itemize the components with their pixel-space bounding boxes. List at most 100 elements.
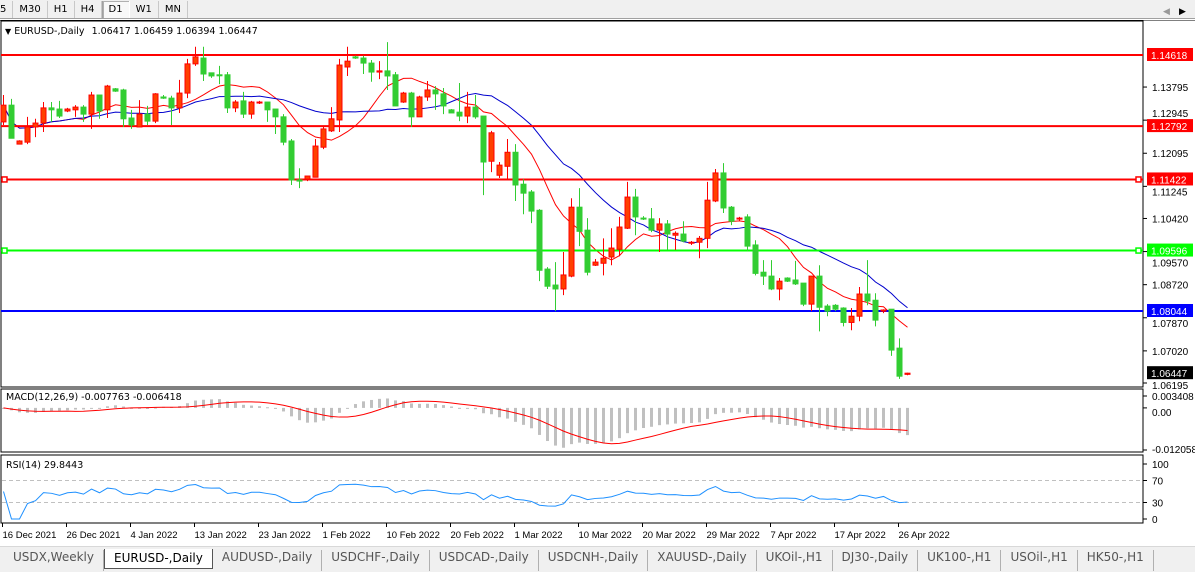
tab-eurusd-daily[interactable]: EURUSD-,Daily [104,549,213,569]
candle [496,162,503,178]
candle [800,282,807,307]
date-tick-label: 20 Mar 2022 [643,530,696,541]
candle [872,293,879,327]
tab-ukoil-h1[interactable]: UKOil-,H1 [757,550,833,571]
candle [48,102,55,122]
price-chart[interactable]: 1.13795 1.12945 1.12095 1.11245 1.10420 1.095… [0,20,1195,546]
tab-usdchf-daily[interactable]: USDCHF-,Daily [322,550,430,571]
timeframe-h1[interactable]: H1 [48,0,75,18]
macd-histogram-bar [482,407,485,414]
macd-histogram-bar [506,407,509,419]
date-tick-label: 1 Mar 2022 [515,530,563,541]
candle-body [800,282,807,305]
candle-body [688,241,695,244]
timeframe-5[interactable]: 5 [0,0,14,18]
candle-body [752,244,759,274]
tab-scroll-right-icon[interactable]: ▶ [1179,7,1186,17]
macd-histogram-bar [514,407,517,422]
candle-body [144,113,151,122]
candle-body [88,94,95,115]
chart-menu-triangle-icon[interactable]: ▼ [5,27,12,36]
price-line-label: 1.12792 [1151,122,1188,133]
candle [904,372,911,376]
line-anchor-handle[interactable] [1135,247,1142,254]
candle-body [632,196,639,218]
price-tick-label: 1.09570 [1152,259,1189,270]
tab-hk50-h1[interactable]: HK50-,H1 [1078,550,1154,571]
macd-histogram-bar [330,407,333,419]
timeframe-w1[interactable]: W1 [130,0,159,18]
candle-body [64,108,71,112]
macd-histogram-bar [194,400,197,408]
candle [56,100,63,119]
macd-histogram-bar [98,407,101,409]
macd-histogram-bar [842,407,845,431]
candle-body [448,109,455,114]
tab-uk100-h1[interactable]: UK100-,H1 [918,550,1002,571]
candle [792,260,799,286]
macd-histogram-bar [34,407,37,413]
macd-histogram-bar [626,407,629,434]
candle [360,55,367,75]
line-anchor-handle[interactable] [1,247,8,254]
candle [456,82,463,122]
macd-histogram-bar [882,407,885,428]
line-anchor-handle[interactable] [1135,176,1142,183]
timeframe-h4[interactable]: H4 [75,0,102,18]
macd-histogram-bar [370,399,373,408]
timeframe-d1[interactable]: D1 [101,0,130,18]
macd-histogram-bar [722,407,725,413]
candle-body [840,307,847,323]
tab-audusd-daily[interactable]: AUDUSD-,Daily [213,550,323,571]
macd-histogram-bar [498,407,501,418]
candle [224,72,231,113]
candle-body [336,64,343,121]
candle [672,231,679,251]
macd-histogram-bar [538,407,541,435]
candle [248,100,255,119]
candle [728,206,735,226]
candle [344,46,351,76]
candle-body [416,96,423,118]
tab-scroll-left-icon[interactable]: ◀ [1163,7,1170,17]
tab-usdx-weekly[interactable]: USDX,Weekly [0,550,104,571]
candle [528,190,535,224]
candle-body [192,56,199,65]
candle-body [224,74,231,109]
candle [72,105,79,117]
candle-body [504,151,511,167]
candle-body [96,94,103,112]
timeframe-m30[interactable]: M30 [13,0,48,18]
candle-body [352,56,359,59]
candle-body [464,106,471,117]
candle-body [256,101,263,104]
macd-histogram-bar [66,407,69,411]
candle [128,109,135,129]
tab-dj30-daily[interactable]: DJ30-,Daily [833,550,919,571]
candle-body [136,113,143,128]
line-anchor-handle[interactable] [1,176,8,183]
macd-histogram-bar [754,407,757,418]
chart-header: ▼ EURUSD-,Daily 1.06417 1.06459 1.06394 … [5,26,258,37]
candle-body [496,164,503,176]
tab-usoil-h1[interactable]: USOil-,H1 [1001,550,1078,571]
candle [200,46,207,82]
candle-body [280,116,287,143]
tab-usdcnh-daily[interactable]: USDCNH-,Daily [539,550,649,571]
macd-histogram-bar [386,398,389,408]
candle [896,338,903,379]
candle [288,139,295,185]
candle [552,262,559,312]
candle [488,130,495,173]
tab-usdcad-daily[interactable]: USDCAD-,Daily [430,550,539,571]
tab-xauusd-daily[interactable]: XAUUSD-,Daily [648,550,757,571]
candle [656,218,663,252]
candle-body [432,89,439,95]
macd-histogram-bar [698,407,701,423]
macd-histogram-bar [298,407,301,421]
macd-histogram-bar [602,407,605,444]
candle-body [488,132,495,162]
candle [768,260,775,291]
timeframe-mn[interactable]: MN [159,0,188,18]
macd-histogram-bar [714,407,717,415]
